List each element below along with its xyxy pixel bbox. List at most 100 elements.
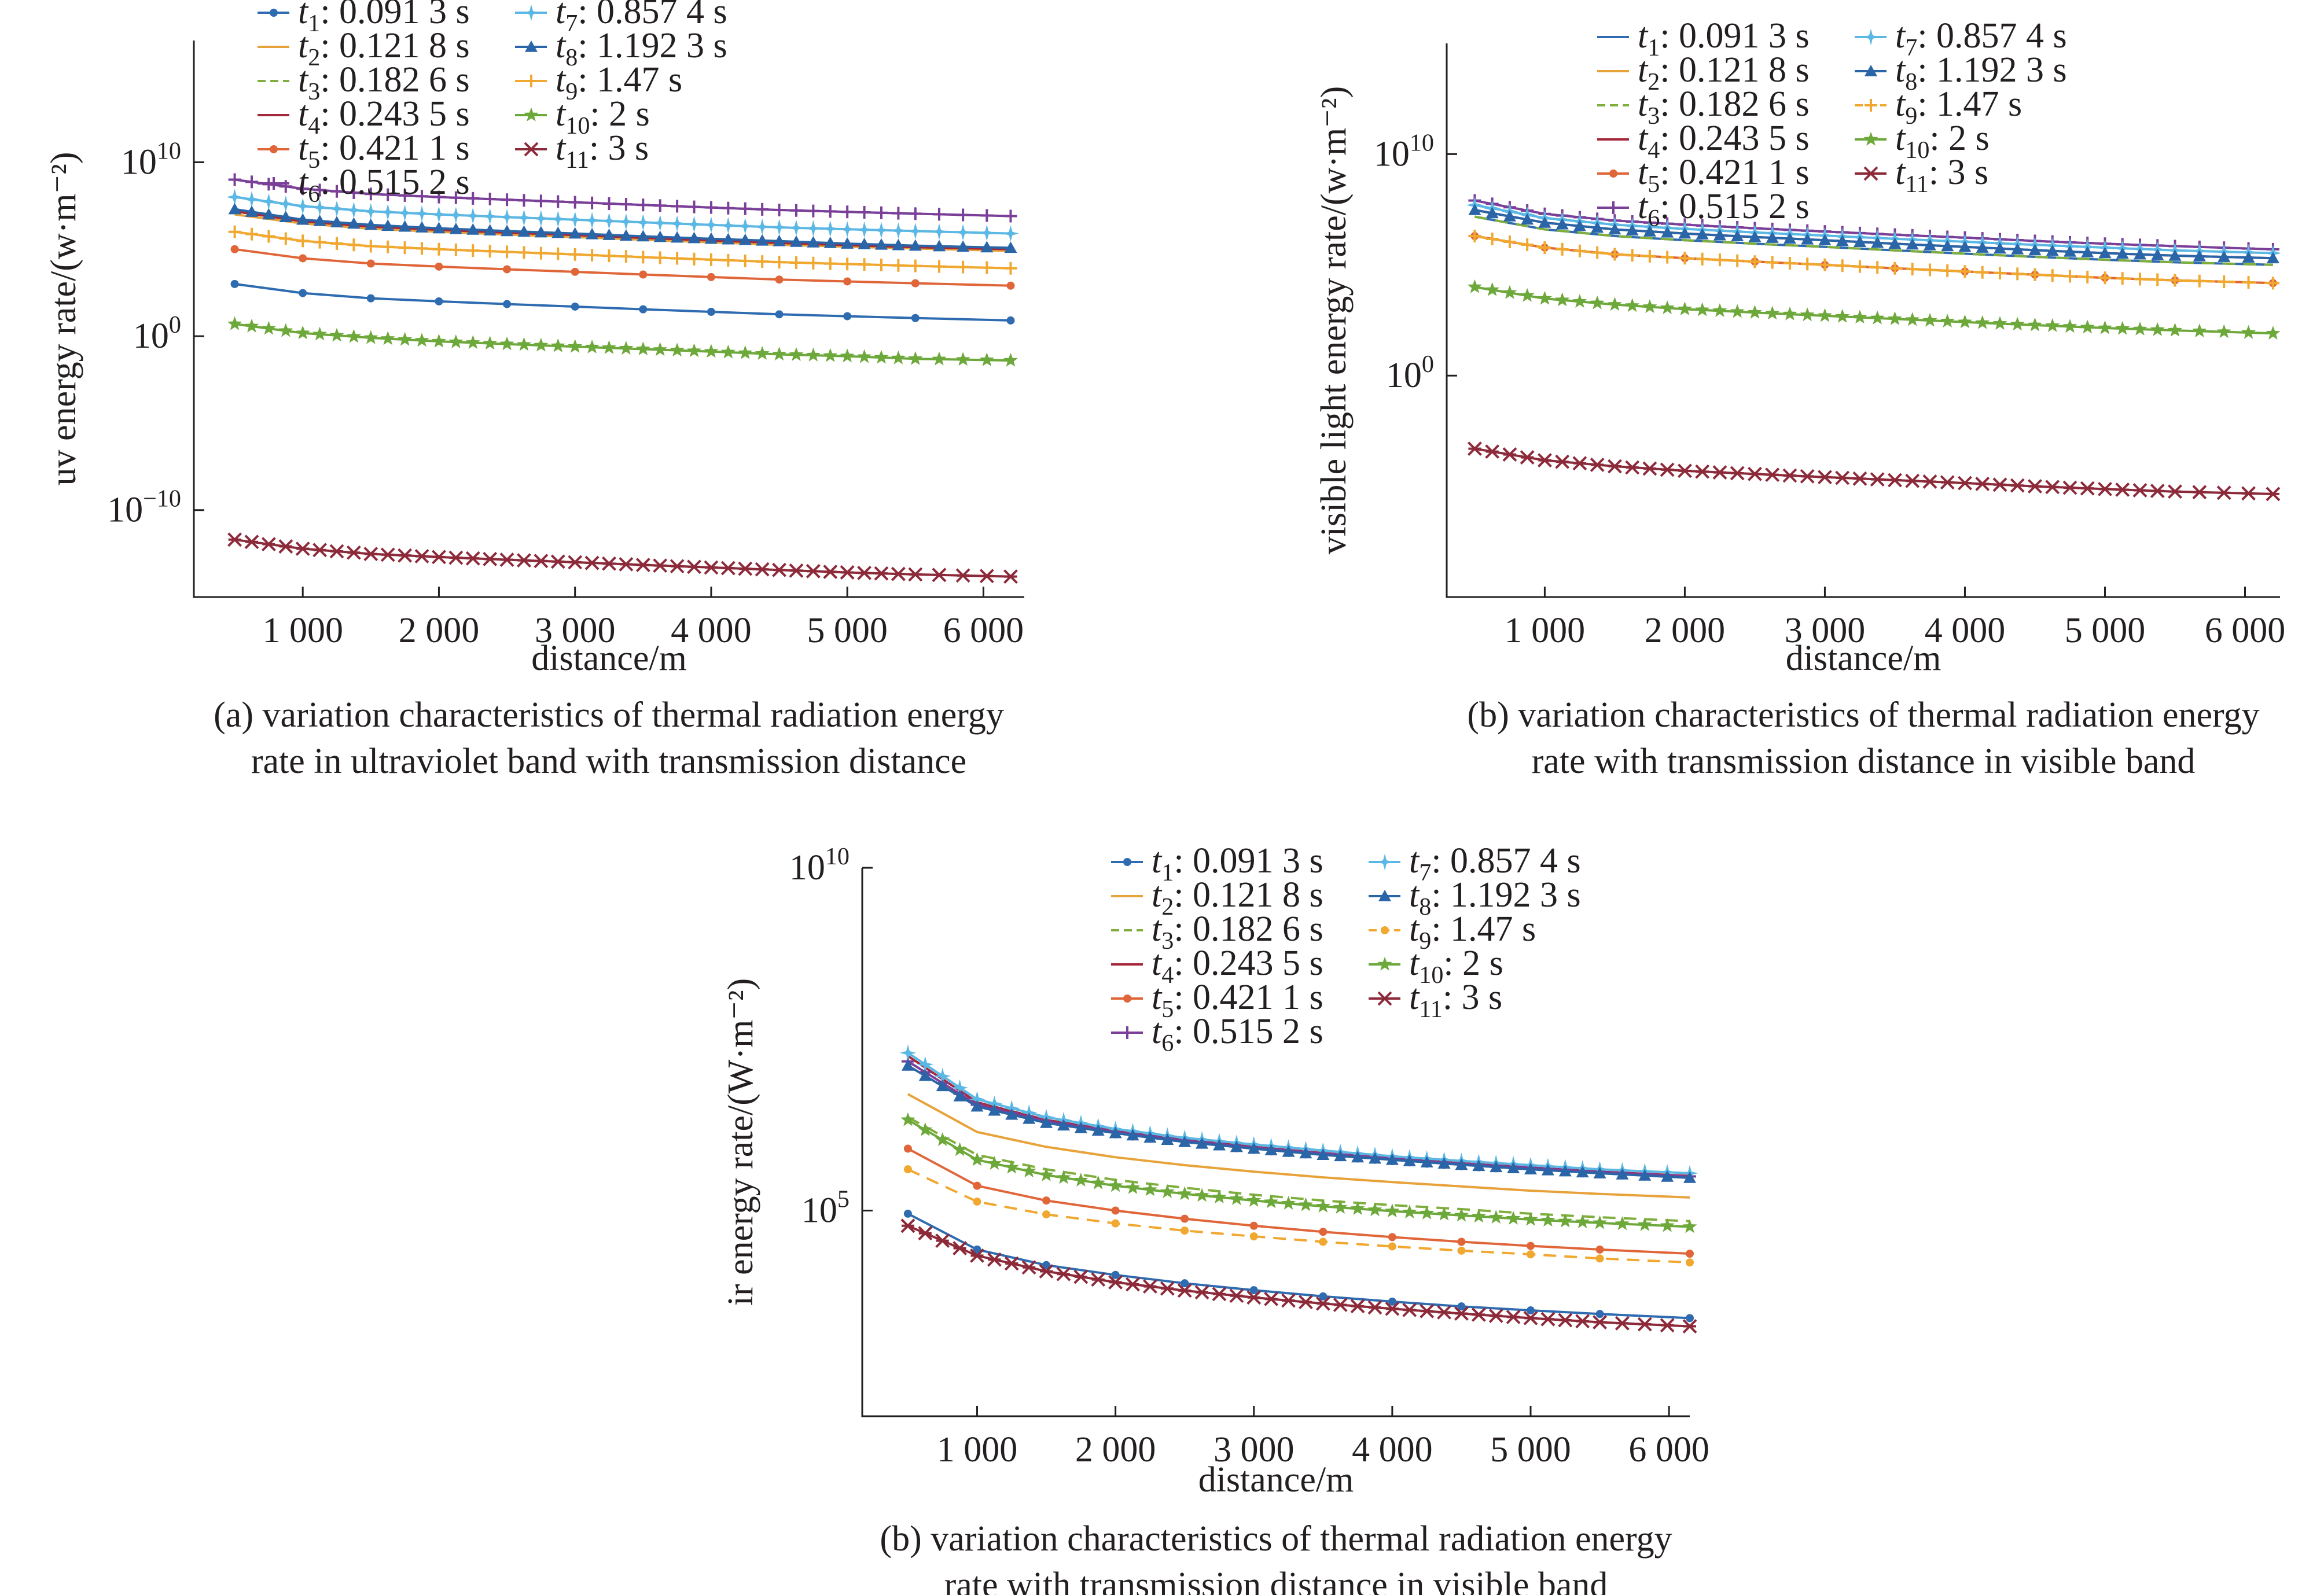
data-point: [900, 1218, 915, 1233]
legend-item-t3: t3: 0.182 6 s: [1111, 909, 1323, 955]
legend-item-t8: t8: 1.192 3 s: [1369, 875, 1581, 920]
data-point: [584, 340, 600, 353]
data-point: [1626, 249, 1639, 262]
data-point: [908, 351, 923, 365]
data-point: [1818, 258, 1832, 271]
data-point: [2011, 267, 2024, 281]
data-point: [823, 257, 837, 270]
data-point: [903, 1165, 912, 1174]
legend-item-t9: t9: 1.47 s: [1855, 84, 2022, 130]
data-point: [979, 569, 994, 584]
data-point: [227, 316, 242, 330]
data-point: [1835, 309, 1850, 323]
data-point: [1923, 263, 1936, 277]
data-point: [464, 207, 481, 224]
series-t5: [903, 1144, 1694, 1258]
data-point: [1177, 1186, 1192, 1200]
legend-label: t10: 2 s: [1409, 944, 1503, 989]
data-point: [1111, 1219, 1120, 1228]
data-point: [738, 345, 753, 359]
data-point: [720, 561, 736, 576]
data-point: [2116, 247, 2129, 259]
data-point: [1748, 466, 1762, 481]
data-point: [2028, 268, 2042, 281]
data-point: [687, 343, 702, 358]
data-point: [1229, 1191, 1244, 1205]
series-t8: [1468, 203, 2279, 264]
data-point: [1836, 234, 1849, 246]
data-point: [874, 349, 889, 364]
data-point: [1485, 207, 1499, 219]
data-point: [1319, 1228, 1328, 1236]
data-point: [1730, 466, 1745, 481]
legend-marker: [1609, 170, 1617, 178]
data-point: [313, 235, 326, 249]
series-line: [907, 1093, 1690, 1199]
data-point: [1385, 1203, 1400, 1218]
data-point: [756, 234, 769, 246]
data-point: [602, 249, 616, 263]
legend-label: t9: 1.47 s: [1409, 909, 1536, 955]
x-tick-label: 1 000: [1505, 611, 1586, 650]
data-point: [1590, 295, 1605, 310]
data-point: [671, 231, 684, 243]
data-point: [738, 202, 752, 215]
data-point: [2063, 270, 2076, 283]
data-point: [1194, 1188, 1209, 1202]
data-point: [2218, 275, 2231, 288]
data-point: [1678, 463, 1692, 478]
data-point: [551, 247, 565, 260]
series-t2: [907, 1093, 1690, 1199]
data-point: [918, 1069, 932, 1081]
caption-line: (b) variation characteristics of thermal…: [880, 1519, 1672, 1559]
data-point: [466, 244, 480, 257]
data-point: [1888, 261, 1902, 275]
data-point: [973, 1181, 981, 1190]
series-t8: [228, 202, 1017, 253]
legend-marker: [1865, 99, 1877, 112]
data-point: [1572, 294, 1587, 308]
data-point: [671, 252, 684, 265]
data-point: [1023, 1112, 1036, 1124]
chart-panel-ir: 1 000 2 000 3 000 4 000 5 000 6 000 105 1010 dis…: [721, 841, 1709, 1595]
data-point: [653, 342, 668, 356]
data-point: [1637, 1317, 1652, 1332]
data-point: [1455, 1158, 1468, 1170]
data-point: [900, 1112, 915, 1126]
data-point: [1537, 290, 1552, 305]
data-point: [398, 220, 411, 232]
data-point: [973, 1245, 981, 1254]
data-point: [1801, 257, 1814, 271]
data-point: [2098, 271, 2112, 285]
series-line: [907, 1168, 1690, 1264]
series-line: [234, 323, 1011, 362]
data-point: [903, 1144, 912, 1153]
data-point: [987, 1156, 1002, 1170]
data-point: [874, 258, 888, 271]
data-point: [1160, 1184, 1175, 1198]
data-point: [841, 237, 854, 249]
series-t7: [226, 189, 1019, 242]
data-point: [823, 348, 838, 362]
data-point: [637, 198, 650, 212]
data-point: [1870, 310, 1885, 325]
series-line: [234, 282, 1011, 322]
data-point: [1748, 255, 1762, 268]
legend-label: t7: 0.857 4 s: [556, 0, 727, 37]
data-point: [953, 1089, 966, 1102]
data-point: [1871, 236, 1884, 248]
data-point: [1643, 249, 1656, 263]
legend-item-t6: t6: 0.515 2 s: [1111, 1012, 1323, 1057]
data-point: [1590, 458, 1605, 472]
data-point: [1731, 230, 1744, 242]
legend-item-t6: t6: 0.515 2 s: [1597, 187, 1810, 232]
data-point: [448, 550, 464, 565]
data-point: [1246, 1193, 1262, 1207]
data-point: [652, 215, 669, 231]
data-point: [517, 194, 531, 207]
series-line: [907, 1116, 1690, 1222]
data-point: [1575, 1214, 1590, 1229]
data-point: [671, 200, 684, 213]
data-point: [381, 219, 395, 231]
data-point: [347, 238, 361, 252]
